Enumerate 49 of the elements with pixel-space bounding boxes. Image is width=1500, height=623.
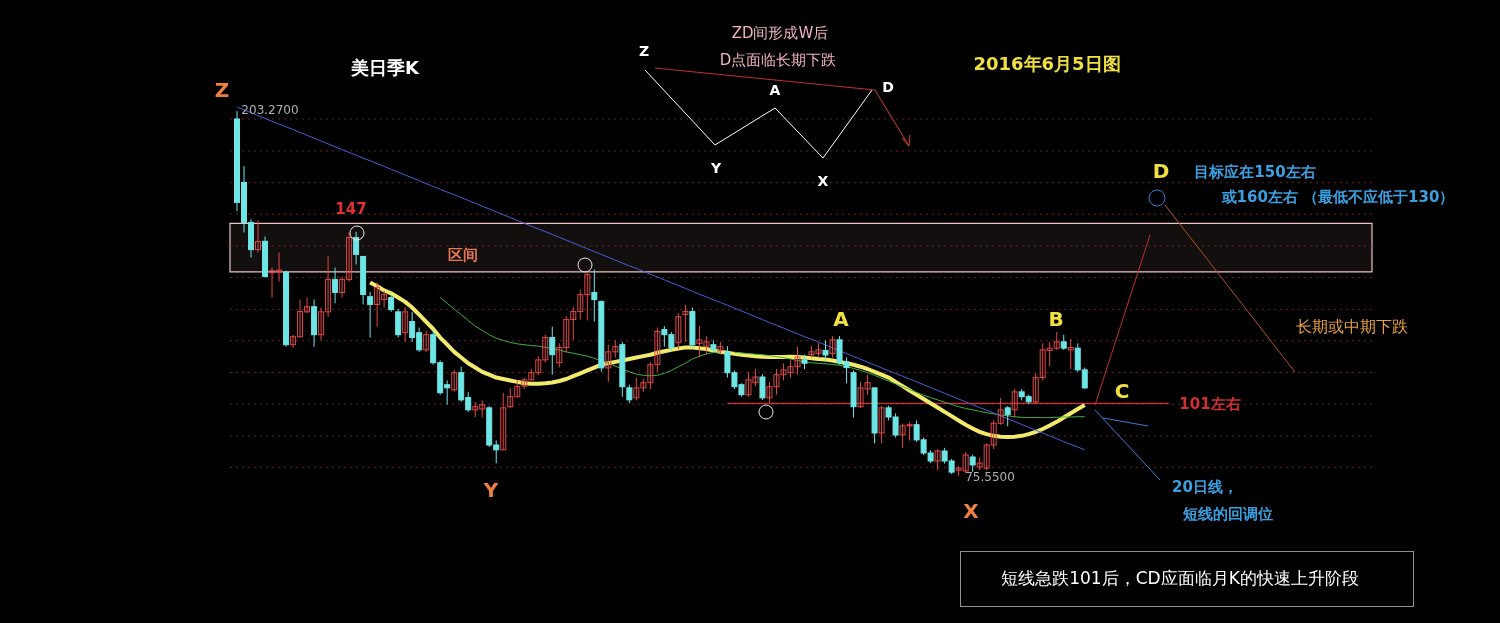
annotation: X [817, 172, 829, 190]
candlestick [626, 384, 633, 404]
candlestick [1004, 405, 1011, 427]
text: 20日线， [1172, 478, 1238, 496]
candlestick [591, 269, 598, 323]
candlestick [549, 326, 556, 376]
candlestick [402, 307, 409, 343]
candlestick [332, 267, 339, 304]
text: 或160左右 （最低不应低于130） [1221, 188, 1455, 206]
candlestick [878, 405, 885, 444]
candlestick [822, 339, 829, 361]
chart-subtitle: 2016年6月5日图 [973, 53, 1121, 75]
text: D点面临长期下跌 [719, 51, 837, 69]
candlestick [367, 291, 374, 339]
candlestick [451, 369, 458, 393]
candlestick [682, 304, 689, 343]
text: D [1152, 159, 1170, 183]
text: 目标应在150左右 [1194, 163, 1316, 181]
annotation: A [833, 307, 849, 331]
annotation: 75.5500 [965, 469, 1015, 485]
text: Z [214, 78, 230, 102]
annotation: 147 [335, 200, 367, 218]
candlestick [934, 448, 941, 471]
candlestick [423, 330, 430, 353]
text: 短线急跌101后，CD应面临月K的快速上升阶段 [1001, 567, 1359, 589]
text: Z [638, 42, 650, 60]
annotation: Y [710, 159, 722, 177]
candlestick [1011, 388, 1018, 419]
text: 短线的回调位 [1183, 505, 1273, 523]
text: X [963, 499, 979, 523]
ref-line-label: 101左右 [1179, 395, 1241, 413]
candlestick [255, 219, 262, 253]
annotation: 203.2700 [241, 102, 299, 118]
text: 长期或中期下跌 [1296, 317, 1408, 337]
candlestick [829, 335, 836, 359]
annotation: B [1048, 307, 1064, 331]
candlestick [353, 231, 360, 265]
chart-title: 美日季K [351, 57, 419, 79]
text: ZD间形成W后 [731, 24, 829, 42]
candlestick [500, 392, 507, 451]
candlestick [395, 308, 402, 339]
text: C [1114, 379, 1130, 403]
text: A [769, 81, 781, 99]
band-label: 区间 [448, 246, 478, 264]
candlestick [759, 373, 766, 401]
text: D [882, 78, 894, 96]
text: Y [483, 478, 499, 502]
candlestick [675, 312, 682, 350]
candlestick [1067, 338, 1074, 370]
